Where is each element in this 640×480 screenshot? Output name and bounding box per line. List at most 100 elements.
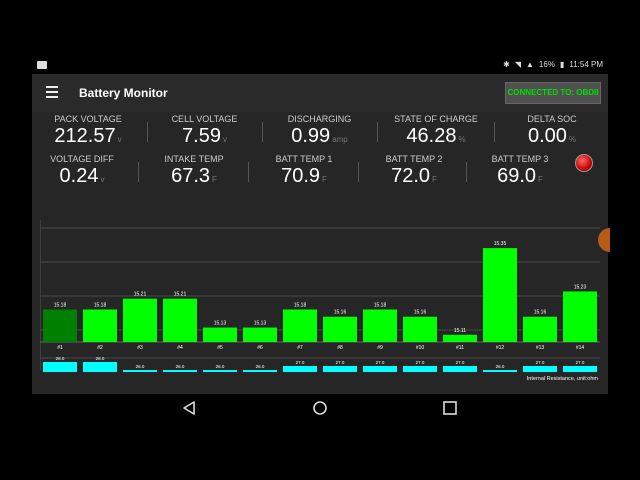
metric-delta-soc: DELTA SOC 0.00% [498, 114, 606, 148]
category-label: #6 [257, 345, 263, 351]
bar-value-label: 15.13 [214, 321, 227, 327]
bar-value-label: 15.18 [54, 302, 67, 308]
divider [377, 122, 378, 142]
voltage-bar [363, 309, 397, 342]
metric-value: 67.3 [171, 165, 211, 187]
voltage-bar [403, 316, 437, 342]
metric-value: 72.0 [391, 165, 431, 187]
resistance-value-label: 27.0 [296, 360, 305, 365]
metric-label: VOLTAGE DIFF [50, 154, 114, 164]
clock: 11:54 PM [569, 60, 603, 69]
metric-unit: amp [332, 135, 348, 144]
metric-value: 7.59 [182, 125, 221, 147]
voltage-bar [243, 327, 277, 342]
resistance-bar [163, 370, 197, 372]
resistance-bar [363, 366, 397, 372]
back-icon[interactable] [182, 400, 196, 416]
resistance-value-label: 28.0 [96, 356, 105, 361]
bar-value-label: 15.21 [174, 292, 187, 298]
resistance-title: Internal Resistance, unit:ohm [527, 376, 599, 382]
metric-unit: v [222, 135, 227, 144]
metric-unit: v [117, 135, 122, 144]
voltage-bar [203, 327, 237, 342]
resistance-value-label: 27.0 [416, 360, 425, 365]
bar-value-label: 15.16 [534, 310, 547, 316]
home-icon[interactable] [312, 400, 328, 416]
category-label: #11 [456, 345, 464, 351]
navigation-bar [32, 394, 608, 422]
edge-handle[interactable] [598, 228, 610, 252]
metric-value: 46.28 [406, 125, 457, 147]
resistance-bar [203, 370, 237, 372]
resistance-value-label: 26.0 [136, 364, 145, 369]
resistance-bar [523, 366, 557, 372]
metric-unit: % [568, 135, 577, 144]
category-label: #4 [177, 345, 183, 351]
category-label: #2 [97, 345, 103, 351]
metric-value: 69.0 [497, 165, 537, 187]
bar-value-label: 15.13 [254, 321, 267, 327]
app-toolbar: Battery Monitor CONNECTED TO: OBDII [32, 74, 608, 112]
category-label: #5 [217, 345, 223, 351]
divider [138, 162, 139, 182]
metric-value: 70.9 [281, 165, 321, 187]
resistance-bar [403, 366, 437, 372]
divider [147, 122, 148, 142]
resistance-bar [43, 362, 77, 372]
divider [262, 122, 263, 142]
category-label: #12 [496, 345, 505, 351]
metric-label: CELL VOLTAGE [171, 114, 238, 124]
battery-block-chart: Battery block voltage, unit:volt15.18#11… [40, 220, 600, 382]
metric-value: 0.24 [59, 165, 99, 187]
metric-discharging: DISCHARGING 0.99 amp [267, 114, 372, 148]
menu-icon[interactable] [46, 86, 58, 98]
resistance-bar [323, 366, 357, 372]
category-label: #8 [337, 345, 343, 351]
voltage-bar [163, 298, 197, 342]
voltage-bar [43, 309, 77, 342]
voltage-bar [443, 334, 477, 342]
resistance-value-label: 26.0 [256, 364, 265, 369]
bar-value-label: 15.23 [574, 284, 587, 290]
metric-unit: v [100, 175, 105, 184]
battery-icon: ▮ [559, 60, 565, 69]
metric-unit: F [432, 175, 437, 184]
bar-value-label: 15.18 [374, 302, 387, 308]
metric-pack-voltage: PACK VOLTAGE 212.57 v [34, 114, 142, 148]
voltage-bar [123, 298, 157, 342]
resistance-value-label: 28.0 [56, 356, 65, 361]
category-label: #7 [297, 345, 303, 351]
metric-state-of-charge: STATE OF CHARGE 46.28% [382, 114, 490, 148]
resistance-bar [243, 370, 277, 372]
resistance-bar [83, 362, 117, 372]
metric-label: PACK VOLTAGE [54, 114, 122, 124]
resistance-value-label: 27.0 [336, 360, 345, 365]
metric-label: BATT TEMP 3 [491, 154, 549, 164]
connection-button[interactable]: CONNECTED TO: OBDII [505, 82, 601, 104]
metric-label: DELTA SOC [527, 114, 577, 124]
recents-icon[interactable] [442, 400, 458, 416]
resistance-value-label: 27.0 [576, 360, 585, 365]
metric-batt-temp-1: BATT TEMP 1 70.9 F [252, 154, 356, 188]
resistance-value-label: 27.0 [536, 360, 545, 365]
metric-cell-voltage: CELL VOLTAGE 7.59 v [152, 114, 257, 148]
video-icon [37, 61, 47, 69]
app-title: Battery Monitor [79, 86, 168, 100]
bar-value-label: 15.18 [94, 302, 107, 308]
voltage-bar [83, 309, 117, 342]
category-label: #9 [377, 345, 383, 351]
resistance-value-label: 26.0 [216, 364, 225, 369]
metric-label: BATT TEMP 2 [385, 154, 443, 164]
metric-unit: F [212, 175, 217, 184]
record-button[interactable] [575, 154, 593, 172]
resistance-bar [483, 370, 517, 372]
metric-batt-temp-2: BATT TEMP 2 72.0 F [362, 154, 466, 188]
metric-voltage-diff: VOLTAGE DIFF 0.24 v [32, 154, 132, 188]
metric-intake-temp: INTAKE TEMP 67.3 F [142, 154, 246, 188]
voltage-bar [323, 316, 357, 342]
resistance-value-label: 27.0 [376, 360, 385, 365]
resistance-value-label: 26.0 [176, 364, 185, 369]
resistance-bar [123, 370, 157, 372]
metric-value: 212.57 [54, 125, 116, 147]
metric-label: INTAKE TEMP [164, 154, 224, 164]
